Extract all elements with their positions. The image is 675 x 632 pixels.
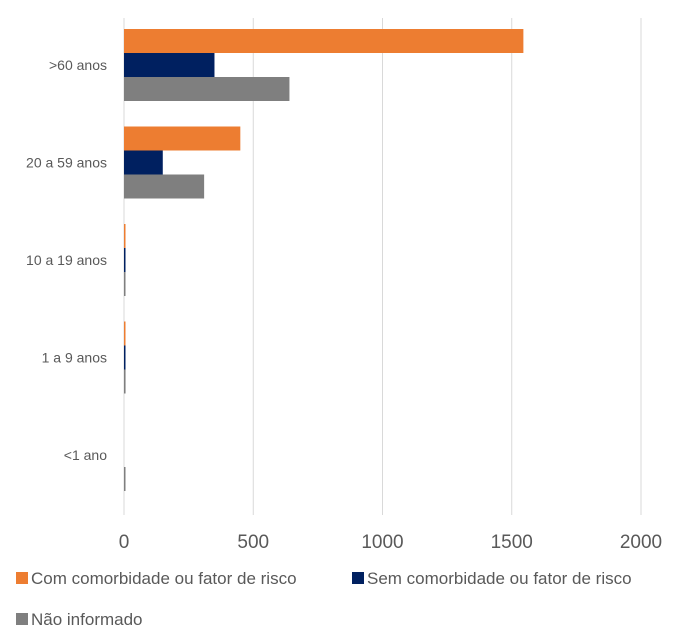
bars [124,29,524,491]
category-label: 1 a 9 anos [42,350,107,366]
legend: Com comorbidade ou fator de risco Sem com… [16,569,632,629]
category-label: 20 a 59 anos [26,155,107,171]
bar [124,248,126,272]
category-labels: >60 anos 20 a 59 anos 10 a 19 anos 1 a 9 an… [26,57,107,463]
legend-label: Não informado [31,610,143,629]
legend-swatch [352,572,364,584]
x-tick-label: 0 [119,532,130,553]
x-tick-label: 1000 [361,532,403,553]
bar [124,77,290,101]
category-label: >60 anos [49,57,107,73]
x-axis-tick-labels: 0 500 1000 1500 2000 [119,532,662,553]
category-label: 10 a 19 anos [26,252,107,268]
x-tick-label: 1500 [491,532,533,553]
x-tick-label: 2000 [620,532,662,553]
bar [124,174,205,199]
bar [124,53,215,77]
legend-label: Com comorbidade ou fator de risco [31,569,297,588]
bar [124,321,126,346]
legend-swatch [16,572,28,584]
bar [124,467,126,491]
bar [124,29,524,53]
legend-swatch [16,613,28,625]
bar [124,126,241,151]
bar [124,224,126,248]
legend-label: Sem comorbidade ou fator de risco [367,569,632,588]
bar [124,272,126,296]
x-tick-label: 500 [237,532,269,553]
bar [124,345,126,370]
bar [124,369,126,394]
bar [124,150,163,175]
category-label: <1 ano [64,447,107,463]
